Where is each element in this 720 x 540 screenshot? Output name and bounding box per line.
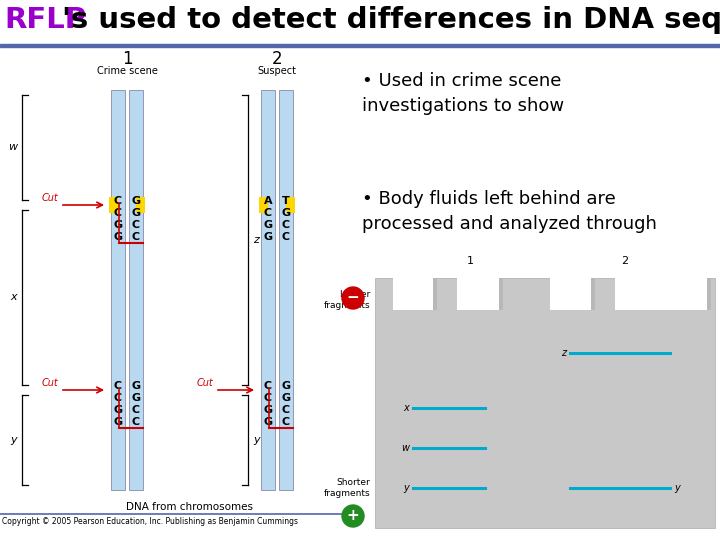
Text: RFLP: RFLP bbox=[4, 6, 86, 34]
Text: C: C bbox=[114, 196, 122, 206]
Text: 2: 2 bbox=[271, 50, 282, 68]
Text: G: G bbox=[132, 196, 140, 206]
Text: y: y bbox=[674, 483, 680, 493]
Bar bbox=[550, 278, 595, 310]
Text: DNA from chromosomes: DNA from chromosomes bbox=[127, 502, 253, 512]
Text: C: C bbox=[132, 232, 140, 242]
Text: C: C bbox=[114, 381, 122, 391]
Text: 2: 2 bbox=[621, 256, 629, 266]
Text: Copyright © 2005 Pearson Education, Inc. Publishing as Benjamin Cummings: Copyright © 2005 Pearson Education, Inc.… bbox=[2, 517, 298, 526]
Bar bbox=[136, 197, 145, 213]
Text: Longer
fragments: Longer fragments bbox=[323, 290, 370, 310]
Text: 's used to detect differences in DNA sequences: 's used to detect differences in DNA seq… bbox=[62, 6, 720, 34]
Text: Suspect: Suspect bbox=[258, 66, 297, 76]
Bar bbox=[615, 278, 711, 310]
Text: y: y bbox=[253, 435, 260, 445]
Text: • Used in crime scene
investigations to show: • Used in crime scene investigations to … bbox=[362, 72, 564, 115]
Text: G: G bbox=[132, 208, 140, 218]
Text: C: C bbox=[282, 220, 290, 230]
Text: Cut: Cut bbox=[197, 378, 213, 388]
Text: G: G bbox=[114, 220, 122, 230]
Text: C: C bbox=[264, 393, 272, 403]
Text: • Body fluids left behind are
processed and analyzed through: • Body fluids left behind are processed … bbox=[362, 190, 657, 233]
Text: y: y bbox=[10, 435, 17, 445]
Circle shape bbox=[342, 287, 364, 309]
Text: C: C bbox=[132, 405, 140, 415]
Bar bbox=[499, 278, 503, 310]
Text: y: y bbox=[403, 483, 409, 493]
Text: z: z bbox=[561, 348, 566, 358]
Bar bbox=[279, 90, 293, 490]
Text: Cut: Cut bbox=[41, 193, 58, 203]
Bar bbox=[259, 197, 268, 213]
Bar bbox=[286, 197, 295, 213]
Text: C: C bbox=[132, 220, 140, 230]
Text: G: G bbox=[264, 220, 273, 230]
Bar bbox=[707, 278, 711, 310]
Bar bbox=[375, 278, 715, 528]
Text: G: G bbox=[282, 393, 291, 403]
Bar bbox=[261, 90, 275, 490]
Bar bbox=[393, 278, 437, 310]
Text: G: G bbox=[264, 232, 273, 242]
Text: C: C bbox=[282, 417, 290, 427]
Text: Cut: Cut bbox=[41, 378, 58, 388]
Text: G: G bbox=[132, 393, 140, 403]
Text: G: G bbox=[114, 405, 122, 415]
Text: Shorter
fragments: Shorter fragments bbox=[323, 478, 370, 498]
Text: x: x bbox=[403, 403, 409, 413]
Text: A: A bbox=[264, 196, 272, 206]
Bar bbox=[109, 197, 118, 213]
Text: C: C bbox=[282, 232, 290, 242]
Text: G: G bbox=[282, 208, 291, 218]
Bar bbox=[433, 278, 437, 310]
Text: 1: 1 bbox=[122, 50, 132, 68]
Text: G: G bbox=[132, 381, 140, 391]
Bar bbox=[457, 278, 503, 310]
Text: G: G bbox=[282, 381, 291, 391]
Text: −: − bbox=[346, 291, 359, 306]
Text: C: C bbox=[114, 393, 122, 403]
Text: Crime scene: Crime scene bbox=[96, 66, 158, 76]
Text: G: G bbox=[264, 417, 273, 427]
Text: C: C bbox=[264, 381, 272, 391]
Text: z: z bbox=[253, 235, 259, 245]
Text: x: x bbox=[10, 293, 17, 302]
Text: G: G bbox=[264, 405, 273, 415]
Bar bbox=[591, 278, 595, 310]
Text: C: C bbox=[132, 417, 140, 427]
Bar bbox=[0, 44, 720, 47]
Bar bbox=[129, 90, 143, 490]
Text: T: T bbox=[282, 196, 290, 206]
Text: C: C bbox=[282, 405, 290, 415]
Circle shape bbox=[342, 505, 364, 527]
Text: G: G bbox=[114, 417, 122, 427]
Text: w: w bbox=[8, 143, 17, 152]
Text: G: G bbox=[114, 232, 122, 242]
Text: w: w bbox=[401, 443, 409, 453]
Bar bbox=[111, 90, 125, 490]
Text: 1: 1 bbox=[467, 256, 474, 266]
Text: +: + bbox=[346, 509, 359, 523]
Text: C: C bbox=[114, 208, 122, 218]
Text: C: C bbox=[264, 208, 272, 218]
